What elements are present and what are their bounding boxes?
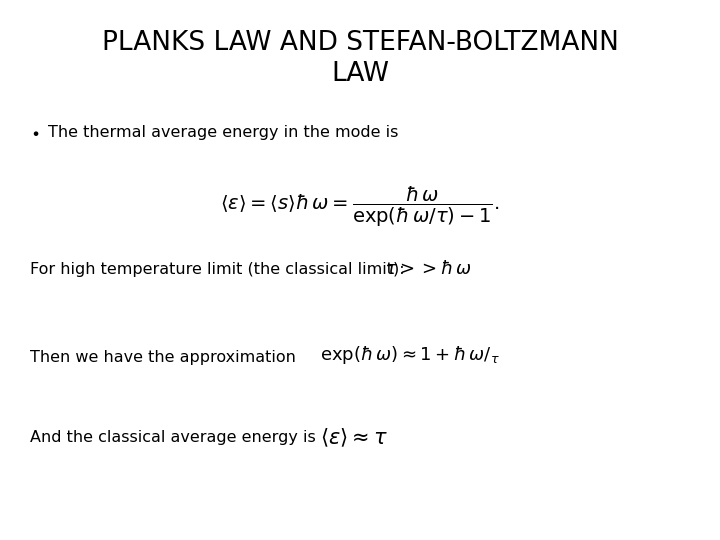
Text: Then we have the approximation: Then we have the approximation [30, 350, 296, 365]
Text: $\bullet$: $\bullet$ [30, 125, 40, 140]
Text: $\langle \varepsilon \rangle \approx \tau$: $\langle \varepsilon \rangle \approx \ta… [320, 427, 388, 449]
Text: $\tau >> \hbar\, \omega$: $\tau >> \hbar\, \omega$ [385, 260, 472, 278]
Text: The thermal average energy in the mode is: The thermal average energy in the mode i… [48, 125, 398, 140]
Text: For high temperature limit (the classical limit):: For high temperature limit (the classica… [30, 262, 405, 277]
Text: And the classical average energy is: And the classical average energy is [30, 430, 316, 445]
Text: PLANKS LAW AND STEFAN-BOLTZMANN
LAW: PLANKS LAW AND STEFAN-BOLTZMANN LAW [102, 30, 618, 87]
Text: $\langle \varepsilon \rangle = \langle s \rangle \hbar\, \omega = \dfrac{\hbar\,: $\langle \varepsilon \rangle = \langle s… [220, 185, 500, 229]
Text: $\exp(\hbar\, \omega) \approx 1 + \hbar\, \omega/_{\tau}$: $\exp(\hbar\, \omega) \approx 1 + \hbar\… [320, 344, 500, 366]
